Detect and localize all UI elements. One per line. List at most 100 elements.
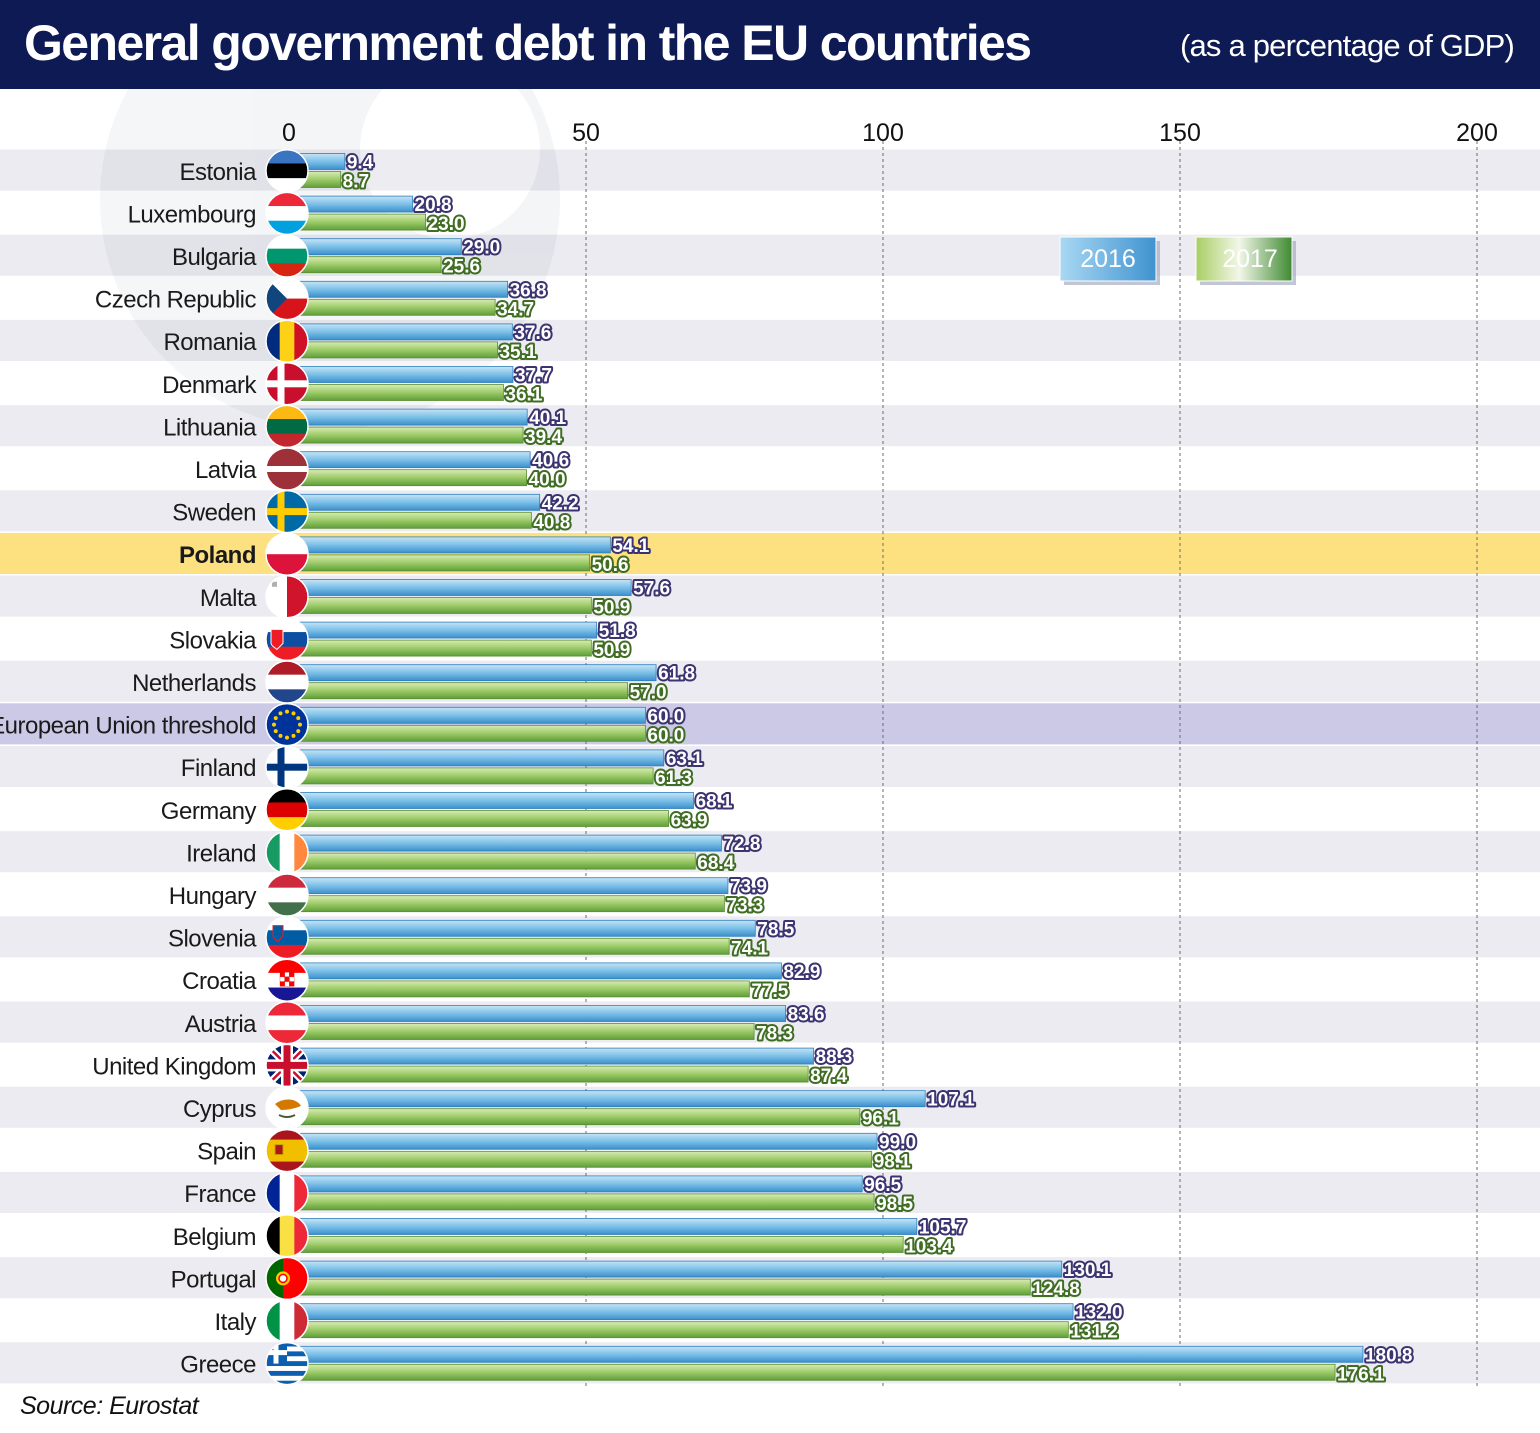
value-2017-estonia: 8.7 — [343, 172, 369, 193]
bar-2017-spain — [288, 1150, 873, 1168]
bar-2016-latvia — [288, 451, 531, 469]
value-2017-croatia: 77.5 — [751, 981, 788, 1002]
bar-2017-lithuania — [288, 426, 524, 444]
flag-france-icon — [265, 1171, 309, 1215]
x-tick-200: 200 — [1456, 119, 1498, 147]
chart-title: General government debt in the EU countr… — [24, 15, 1032, 71]
value-labels: 9.48.7 20.823.0 29.025.6 36.834.7 37.635.1 37… — [341, 151, 1415, 1388]
bar-2016-portugal — [288, 1260, 1063, 1278]
value-2017-romania: 35.1 — [499, 342, 536, 363]
flags — [265, 149, 309, 1386]
row-bg-poland — [0, 532, 1540, 574]
value-2016-cyprus: 107.1 — [927, 1090, 975, 1111]
flag-austria-icon — [265, 1001, 309, 1045]
value-2017-sweden: 40.8 — [533, 512, 570, 533]
bar-2017-croatia — [288, 980, 750, 998]
header-banner: General government debt in the EU countr… — [0, 0, 1540, 89]
category-label-netherlands: Netherlands — [132, 670, 256, 697]
bar-2017-hungary — [288, 895, 725, 913]
x-tick-100: 100 — [862, 119, 904, 147]
value-2017-france: 98.5 — [876, 1194, 913, 1215]
flag-denmark-icon — [265, 362, 309, 406]
value-2017-denmark: 36.1 — [505, 385, 542, 406]
bar-2017-bulgaria — [288, 256, 442, 274]
value-2016-slovakia: 51.8 — [599, 621, 636, 642]
chart-subtitle: (as a percentage of GDP) — [1179, 28, 1515, 63]
value-2017-hungary: 73.3 — [726, 896, 763, 917]
value-2017-portugal: 124.8 — [1032, 1279, 1080, 1300]
row-bg-slovenia — [0, 916, 1540, 958]
category-label-estonia: Estonia — [179, 159, 257, 186]
value-2016-greece: 180.8 — [1365, 1345, 1413, 1366]
value-2016-spain: 99.0 — [879, 1132, 916, 1153]
bar-2017-united-kingdom — [288, 1065, 809, 1083]
row-bg-netherlands — [0, 660, 1540, 702]
legend-item-2016: 2016 — [1059, 236, 1160, 285]
source-note: Source: Eurostat — [20, 1392, 199, 1420]
value-2017-finland: 61.3 — [655, 768, 692, 789]
row-bg-ireland — [0, 831, 1540, 873]
category-label-denmark: Denmark — [162, 372, 257, 399]
bar-2016-greece — [288, 1345, 1364, 1363]
bar-2017-portugal — [288, 1278, 1031, 1296]
category-labels: Estonia Luxembourg Bulgaria Czech Republic R… — [0, 159, 258, 1379]
x-tick-50: 50 — [572, 119, 600, 147]
flag-sweden-icon — [265, 489, 309, 534]
bar-2017-netherlands — [288, 682, 628, 700]
bar-2016-cyprus — [288, 1090, 926, 1108]
category-label-czech-republic: Czech Republic — [95, 287, 257, 314]
value-2017-latvia: 40.0 — [529, 470, 566, 491]
bar-chart: 0 50 100 150 200 Estonia Luxembourg Bulgaria Cz… — [0, 89, 1540, 1388]
x-tick-150: 150 — [1159, 119, 1201, 147]
category-label-austria: Austria — [185, 1011, 257, 1038]
bar-2016-european-union-threshold — [288, 706, 646, 724]
value-2016-italy: 132.0 — [1075, 1303, 1123, 1324]
value-2016-portugal: 130.1 — [1064, 1260, 1112, 1281]
bar-2016-germany — [288, 792, 694, 809]
value-2017-austria: 78.3 — [756, 1024, 793, 1045]
value-2016-france: 96.5 — [864, 1175, 901, 1196]
row-bg-sweden — [0, 490, 1540, 532]
value-2017-cyprus: 96.1 — [862, 1109, 899, 1130]
value-2016-bulgaria: 29.0 — [463, 238, 500, 259]
row-bg-lithuania — [0, 405, 1540, 447]
category-label-luxembourg: Luxembourg — [128, 201, 256, 228]
flag-ireland-icon — [265, 830, 309, 875]
value-2016-malta: 57.6 — [633, 579, 670, 600]
bar-2016-finland — [288, 749, 665, 767]
row-bg-european-union-threshold — [0, 703, 1540, 745]
bar-2017-european-union-threshold — [288, 724, 646, 742]
bar-2016-france — [288, 1175, 863, 1193]
bar-2017-finland — [288, 767, 654, 785]
category-label-romania: Romania — [163, 329, 257, 356]
value-2016-lithuania: 40.1 — [529, 408, 566, 429]
category-label-hungary: Hungary — [169, 883, 257, 910]
bar-2017-germany — [288, 810, 669, 827]
value-2017-germany: 63.9 — [671, 811, 708, 832]
flag-estonia-icon — [265, 149, 309, 193]
bar-2016-netherlands — [288, 664, 657, 682]
bar-2017-ireland — [288, 852, 696, 870]
bar-2016-austria — [288, 1005, 786, 1022]
flag-finland-icon — [265, 745, 309, 789]
value-2016-czech-republic: 36.8 — [510, 280, 547, 301]
row-bg-finland — [0, 745, 1540, 787]
value-2017-greece: 176.1 — [1337, 1364, 1385, 1385]
value-2017-belgium: 103.4 — [905, 1237, 953, 1258]
value-2016-european-union-threshold: 60.0 — [647, 706, 684, 727]
value-2017-slovakia: 50.9 — [593, 640, 630, 661]
value-2016-denmark: 37.7 — [515, 366, 552, 387]
flag-spain-icon — [265, 1128, 309, 1173]
value-2017-slovenia: 74.1 — [731, 938, 768, 959]
value-2016-germany: 68.1 — [696, 792, 733, 813]
bar-2016-croatia — [288, 962, 782, 980]
category-label-united-kingdom: United Kingdom — [92, 1053, 256, 1080]
value-2016-luxembourg: 20.8 — [415, 195, 452, 216]
category-label-finland: Finland — [181, 755, 256, 782]
bar-2017-denmark — [288, 384, 504, 401]
value-2016-poland: 54.1 — [612, 536, 649, 557]
row-bg-estonia — [0, 149, 1540, 191]
value-2016-slovenia: 78.5 — [757, 919, 794, 940]
value-2016-sweden: 42.2 — [542, 493, 579, 514]
flag-czech-republic-icon — [265, 276, 309, 321]
